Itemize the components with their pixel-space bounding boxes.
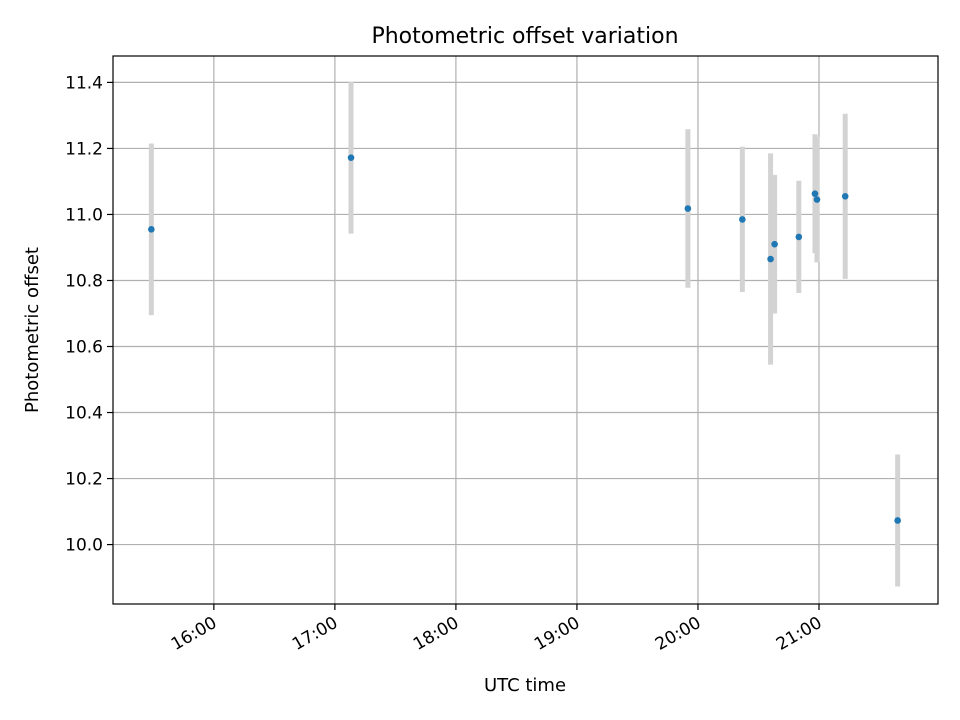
data-point xyxy=(739,216,746,223)
x-tick-label: 19:00 xyxy=(531,613,583,655)
data-point xyxy=(347,154,355,161)
data-point xyxy=(771,240,778,248)
x-axis-label: UTC time xyxy=(484,675,566,696)
x-tick-label: 18:00 xyxy=(410,613,462,655)
error-bars xyxy=(148,81,901,587)
y-tick-label: 11.0 xyxy=(65,205,103,225)
y-axis-ticks: 10.0 10.2 10.4 10.6 10.8 11.0 11.2 11.4 xyxy=(65,73,113,556)
data-point xyxy=(813,196,821,203)
data-point xyxy=(795,233,803,241)
data-point xyxy=(148,226,155,233)
chart-title: Photometric offset variation xyxy=(371,24,678,49)
data-point xyxy=(894,517,901,524)
y-tick-label: 10.4 xyxy=(65,404,103,424)
y-tick-label: 10.0 xyxy=(65,536,103,556)
x-tick-label: 16:00 xyxy=(168,613,220,655)
y-tick-label: 10.2 xyxy=(65,470,103,490)
y-tick-label: 10.8 xyxy=(65,271,103,291)
y-axis-label: Photometric offset xyxy=(22,247,43,413)
y-tick-label: 11.4 xyxy=(65,73,103,93)
y-tick-label: 10.6 xyxy=(65,338,103,358)
x-tick-label: 21:00 xyxy=(773,613,825,655)
data-point xyxy=(684,205,692,212)
data-points xyxy=(148,154,901,524)
y-tick-label: 11.2 xyxy=(65,139,103,159)
x-tick-label: 20:00 xyxy=(652,613,704,655)
data-point xyxy=(767,255,774,263)
data-point xyxy=(811,190,819,197)
data-point xyxy=(841,193,849,200)
plot-frame xyxy=(112,55,939,605)
x-axis-ticks: 16:00 17:00 18:00 19:00 20:00 21:00 xyxy=(168,604,825,655)
x-tick-label: 17:00 xyxy=(289,613,341,655)
